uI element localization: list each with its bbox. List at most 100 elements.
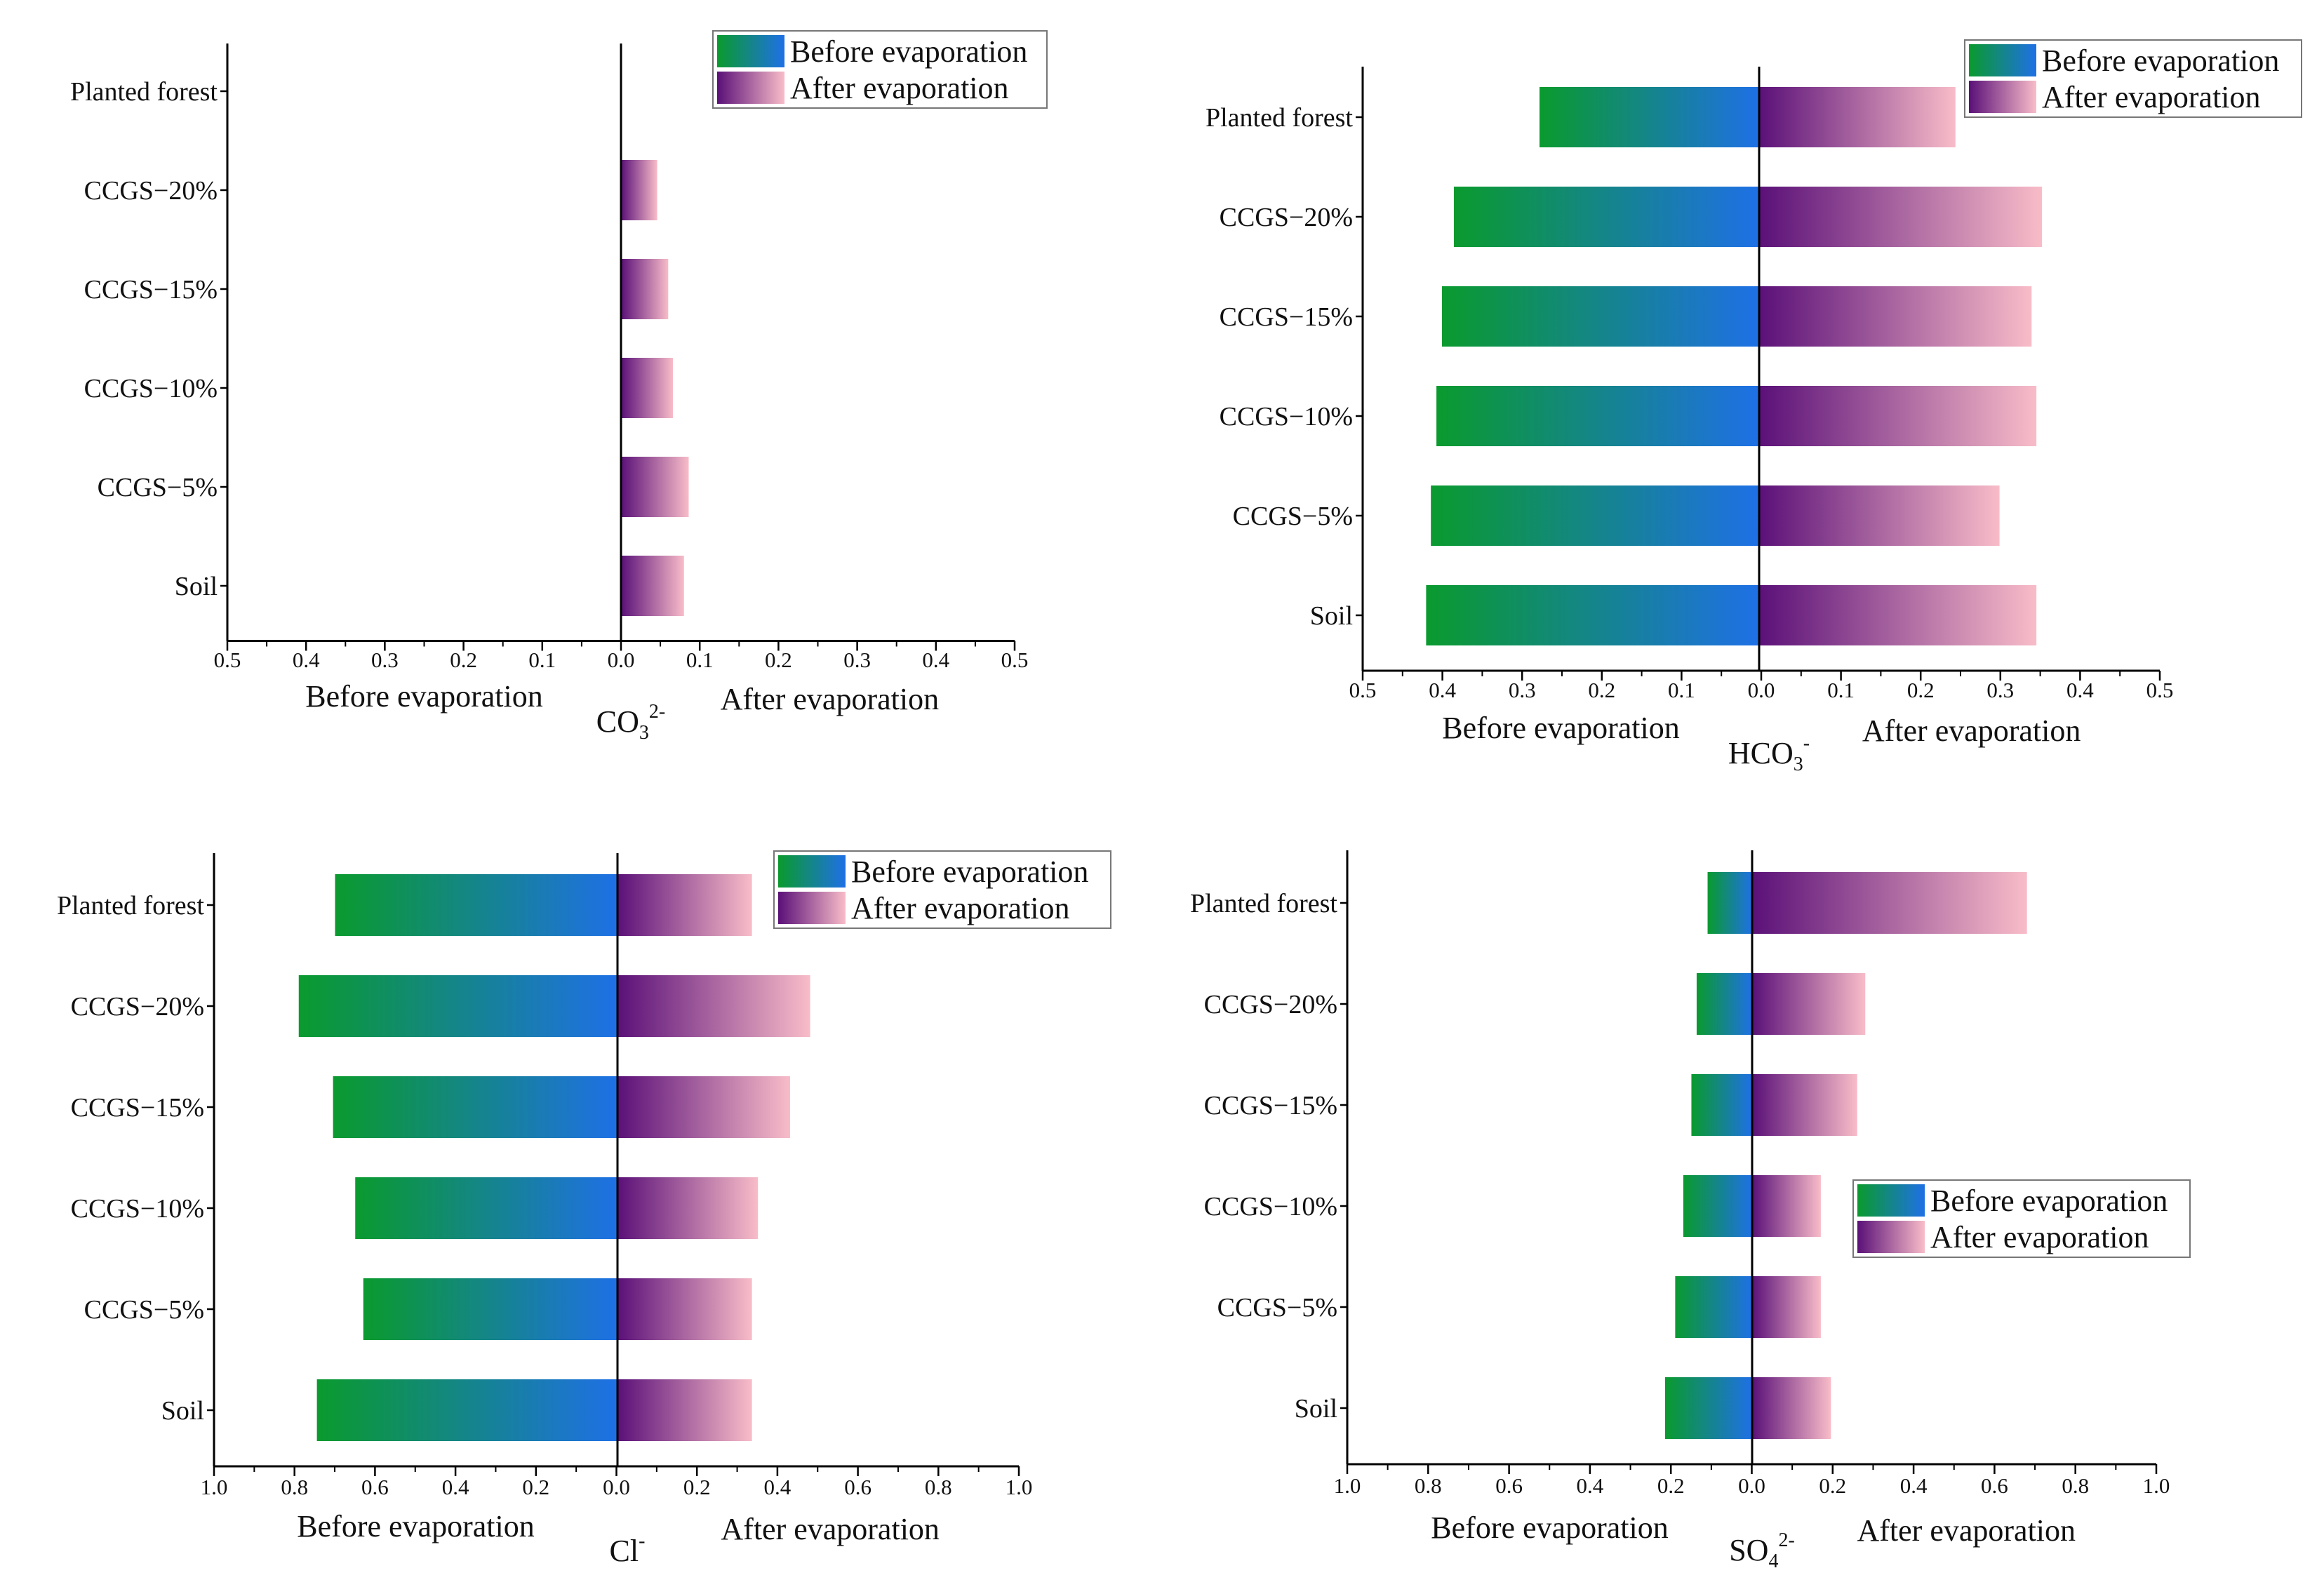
- bar-after-3: [1752, 1074, 1857, 1136]
- x-tick-label: 0.1: [1668, 678, 1695, 702]
- bar-after-6: [1759, 585, 2037, 645]
- x-tick-label: 0.4: [764, 1475, 792, 1499]
- bar-after-1: [1759, 87, 1956, 147]
- x-tick-label: 0.4: [442, 1475, 469, 1499]
- chart-panel-3: Planted forest CCGS−20% CCGS−15% CCGS−10% CC…: [57, 850, 1111, 1568]
- category-label: CCGS−15%: [1204, 1091, 1337, 1120]
- category-label: Planted forest: [1206, 103, 1353, 133]
- x-tick-label: 0.4: [2066, 678, 2094, 702]
- x-tick-label: 0.4: [922, 648, 949, 672]
- bar-after-5: [1759, 485, 2000, 546]
- x-tick-label: 0.6: [1495, 1473, 1523, 1498]
- bar-after-4: [1759, 386, 2037, 446]
- category-label: CCGS−10%: [1204, 1192, 1337, 1221]
- category-label: Planted forest: [1190, 889, 1337, 918]
- category-label: CCGS−10%: [84, 374, 218, 403]
- bar-after-1: [617, 874, 752, 936]
- category-label: CCGS−15%: [71, 1093, 204, 1123]
- legend-label-before: Before evaporation: [1930, 1184, 2168, 1218]
- x-tick-label: 0.5: [1001, 648, 1029, 672]
- legend-swatch-after: [1857, 1221, 1925, 1253]
- x-tick-label: 0.5: [1349, 678, 1377, 702]
- ion-title: CO32-: [596, 701, 665, 744]
- category-label: CCGS−15%: [84, 275, 218, 304]
- category-label: CCGS−5%: [1233, 502, 1353, 531]
- x-tick-label: 0.3: [371, 648, 399, 672]
- legend-swatch-before: [1857, 1184, 1925, 1217]
- x-tick-label: 0.2: [1907, 678, 1935, 702]
- before-evaporation-label: Before evaporation: [1431, 1511, 1668, 1545]
- category-label: CCGS−20%: [71, 992, 204, 1022]
- category-label: CCGS−20%: [84, 176, 218, 206]
- bar-after-3: [621, 259, 669, 319]
- bar-before-2: [298, 975, 617, 1037]
- legend-label-before: Before evaporation: [790, 34, 1027, 69]
- x-tick-label: 0.4: [1429, 678, 1456, 702]
- x-tick-label: 0.0: [603, 1475, 630, 1499]
- legend-label-after: After evaporation: [2042, 80, 2261, 114]
- x-tick-label: 0.3: [843, 648, 871, 672]
- x-tick-label: 0.4: [293, 648, 320, 672]
- bar-before-2: [1453, 187, 1759, 247]
- x-tick-label: 0.2: [450, 648, 477, 672]
- x-tick-label: 0.6: [844, 1475, 872, 1499]
- category-label: Soil: [1310, 601, 1353, 631]
- x-tick-label: 0.3: [1509, 678, 1536, 702]
- bar-before-2: [1696, 973, 1752, 1035]
- x-tick-label: 0.4: [1577, 1473, 1604, 1498]
- category-label: Soil: [1295, 1394, 1337, 1424]
- x-tick-label: 0.2: [683, 1475, 711, 1499]
- x-tick-label: 0.2: [522, 1475, 549, 1499]
- bar-after-4: [1752, 1175, 1821, 1237]
- x-tick-label: 0.6: [361, 1475, 389, 1499]
- x-tick-label: 0.1: [1827, 678, 1855, 702]
- legend-label-before: Before evaporation: [2042, 43, 2279, 78]
- x-tick-label: 1.0: [2143, 1473, 2170, 1498]
- bar-after-2: [617, 975, 810, 1037]
- bar-before-6: [1664, 1377, 1752, 1439]
- after-evaporation-label: After evaporation: [721, 1512, 940, 1546]
- x-tick-label: 0.5: [214, 648, 241, 672]
- bar-before-3: [1691, 1074, 1752, 1136]
- after-evaporation-label: After evaporation: [1857, 1513, 2076, 1548]
- ion-title: SO42-: [1729, 1529, 1795, 1572]
- before-evaporation-label: Before evaporation: [1442, 711, 1679, 745]
- x-tick-label: 0.2: [1657, 1473, 1685, 1498]
- category-label: CCGS−5%: [1217, 1293, 1337, 1322]
- legend-label-after: After evaporation: [790, 71, 1009, 105]
- bar-after-4: [621, 358, 674, 418]
- bar-before-5: [1675, 1276, 1752, 1338]
- category-label: Soil: [175, 572, 218, 601]
- x-tick-label: 1.0: [1006, 1475, 1033, 1499]
- ion-title: HCO3-: [1728, 732, 1810, 775]
- x-tick-label: 0.2: [765, 648, 792, 672]
- bar-after-4: [617, 1177, 759, 1239]
- category-label: CCGS−20%: [1204, 990, 1337, 1019]
- legend-label-after: After evaporation: [1930, 1220, 2149, 1254]
- x-tick-label: 1.0: [1334, 1473, 1361, 1498]
- bar-before-6: [316, 1379, 617, 1441]
- bar-before-3: [333, 1076, 617, 1138]
- legend-label-before: Before evaporation: [851, 855, 1088, 889]
- bar-after-6: [621, 556, 684, 616]
- legend-swatch-after: [778, 892, 846, 924]
- legend-label-after: After evaporation: [851, 891, 1070, 925]
- before-evaporation-label: Before evaporation: [297, 1509, 534, 1543]
- x-tick-label: 0.8: [2062, 1473, 2089, 1498]
- after-evaporation-label: After evaporation: [1862, 714, 2081, 748]
- bar-after-1: [1752, 872, 2027, 934]
- bar-after-5: [1752, 1276, 1821, 1338]
- bar-after-6: [617, 1379, 752, 1441]
- bar-before-6: [1426, 585, 1759, 645]
- bar-before-4: [355, 1177, 617, 1239]
- x-tick-label: 0.8: [1415, 1473, 1442, 1498]
- x-tick-label: 0.2: [1819, 1473, 1846, 1498]
- category-label: Planted forest: [57, 891, 204, 920]
- category-label: Soil: [161, 1396, 204, 1426]
- x-tick-label: 0.1: [528, 648, 556, 672]
